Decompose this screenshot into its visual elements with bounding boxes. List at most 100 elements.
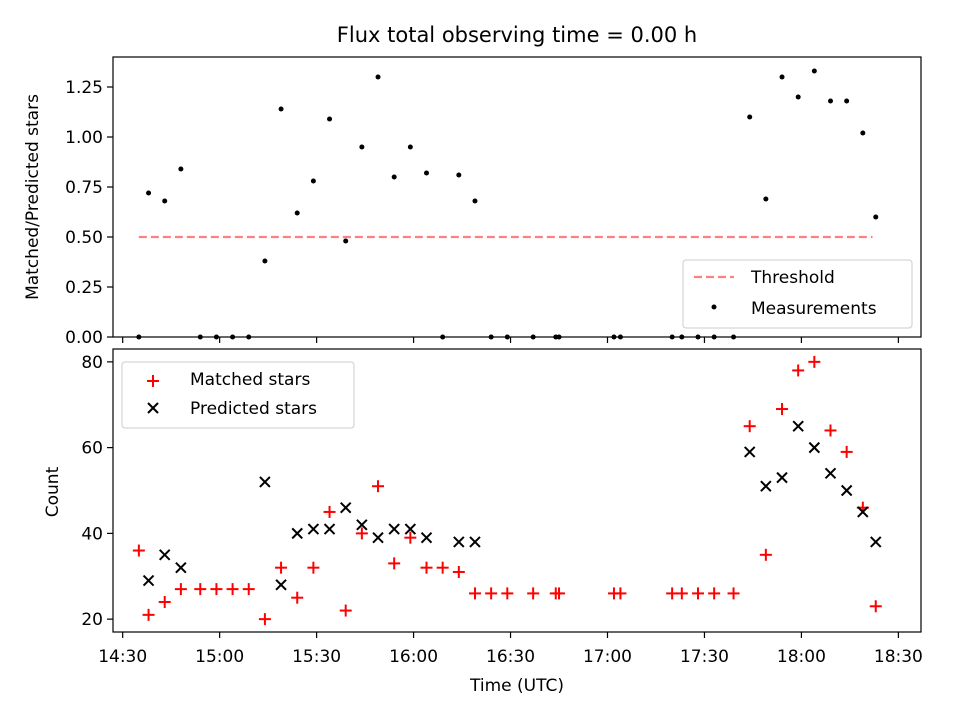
legend-matched-swatch	[147, 375, 159, 387]
measurement-point	[310, 178, 316, 184]
bottom-x-tick-label: 18:00	[777, 647, 826, 667]
top-legend-box	[682, 259, 913, 329]
bottom-y-tick-label: 20	[81, 610, 103, 630]
measurement-point	[359, 144, 365, 150]
predicted-star-point	[870, 536, 882, 548]
bottom-legend: Matched stars Predicted stars	[121, 361, 355, 429]
matched-star-point	[436, 561, 449, 574]
measurement-point	[828, 98, 834, 104]
bottom-y-tick-label: 40	[81, 524, 103, 544]
predicted-star-point	[792, 420, 804, 432]
top-x-ticks	[122, 337, 899, 343]
top-y-tick-label: 0.25	[65, 278, 103, 298]
matched-star-point	[553, 587, 566, 600]
legend-measurements-label: Measurements	[751, 299, 877, 319]
bottom-x-tick-label: 16:30	[486, 647, 535, 667]
predicted-star-point	[275, 579, 287, 591]
measurement-point	[294, 210, 300, 216]
measurement-point	[873, 214, 879, 220]
measurement-point	[844, 98, 850, 104]
matched-star-point	[323, 505, 336, 518]
measurement-point	[795, 94, 801, 100]
matched-star-point	[485, 587, 498, 600]
matched-star-point	[527, 587, 540, 600]
predicted-star-point	[743, 446, 756, 458]
legend-matched-label: Matched stars	[190, 370, 310, 390]
top-legend: Threshold Measurements	[682, 259, 913, 329]
bottom-plot-frame	[112, 348, 922, 633]
bottom-x-ticks: 14:30 15:00 15:30 16:00 16:30 17:00 17:30 18:00…	[98, 632, 923, 667]
bottom-x-axis-label: Time (UTC)	[469, 676, 564, 696]
top-plot-frame	[112, 56, 922, 338]
matched-star-point	[307, 561, 320, 574]
predicted-star-point	[760, 480, 772, 492]
matched-star-point	[132, 544, 145, 557]
top-y-tick-label: 1.00	[65, 128, 103, 148]
legend-predicted-swatch	[147, 402, 159, 414]
predicted-star-point	[356, 519, 368, 531]
matched-star-point	[759, 548, 772, 561]
predicted-star-point	[372, 531, 384, 544]
legend-predicted-label: Predicted stars	[190, 399, 317, 419]
measurement-point	[811, 68, 817, 74]
measurement-point	[327, 116, 333, 122]
predicted-star-point	[159, 549, 171, 561]
measurement-point	[860, 130, 866, 136]
predicted-star-point	[404, 523, 417, 535]
predicted-star-point	[259, 476, 271, 488]
legend-threshold-label: Threshold	[750, 268, 835, 288]
matched-star-point	[420, 561, 433, 574]
matched-star-point	[743, 420, 756, 433]
measurement-point	[763, 196, 769, 202]
matched-star-point	[258, 613, 271, 626]
predicted-star-point	[469, 536, 481, 548]
matched-star-point	[792, 364, 805, 377]
legend-measurements-swatch	[711, 304, 717, 310]
predicted-star-point	[420, 531, 433, 544]
matched-star-point	[355, 527, 368, 540]
top-y-tick-label: 0.00	[65, 328, 103, 348]
predicted-star-point	[175, 561, 187, 574]
measurement-point	[424, 170, 430, 176]
bottom-legend-box	[121, 361, 355, 429]
matched-star-point	[776, 403, 789, 416]
measurement-point	[162, 198, 168, 204]
predicted-star-point	[291, 527, 303, 540]
bottom-y-axis-label: Count	[43, 466, 63, 517]
matched-star-point	[614, 587, 627, 600]
bottom-y-tick-label: 60	[81, 439, 103, 459]
measurement-point	[343, 238, 349, 244]
bottom-plot-area	[132, 355, 882, 626]
measurement-point	[456, 172, 462, 178]
matched-star-point	[275, 561, 288, 574]
top-y-ticks: 0.00 0.25 0.50 0.75 1.00 1.25	[65, 78, 113, 348]
matched-star-point	[691, 587, 704, 600]
top-chart-title: Flux total observing time = 0.00 h	[337, 23, 697, 47]
predicted-star-point	[453, 536, 465, 548]
predicted-star-point	[307, 523, 320, 535]
matched-star-point	[226, 583, 239, 596]
measurement-point	[375, 74, 381, 80]
bottom-x-tick-label: 16:00	[389, 647, 438, 667]
matched-star-point	[404, 531, 417, 544]
matched-star-point	[388, 557, 401, 570]
matched-star-point	[158, 595, 171, 608]
measurement-point	[178, 166, 184, 172]
measurement-point	[472, 198, 478, 204]
bottom-x-tick-label: 14:30	[98, 647, 147, 667]
predicted-star-point	[808, 441, 821, 454]
measurement-point	[146, 190, 152, 196]
matched-star-point	[840, 445, 853, 458]
top-y-axis-label: Matched/Predicted stars	[23, 94, 43, 300]
matched-star-point	[501, 587, 514, 600]
bottom-x-tick-label: 15:00	[195, 647, 244, 667]
predicted-star-point	[388, 523, 400, 535]
matched-star-point	[727, 587, 740, 600]
matched-star-point	[708, 587, 721, 600]
predicted-star-point	[339, 501, 352, 514]
matched-star-point	[824, 424, 837, 437]
bottom-x-tick-label: 17:30	[680, 647, 729, 667]
bottom-y-ticks: 20 40 60 80	[81, 353, 113, 630]
